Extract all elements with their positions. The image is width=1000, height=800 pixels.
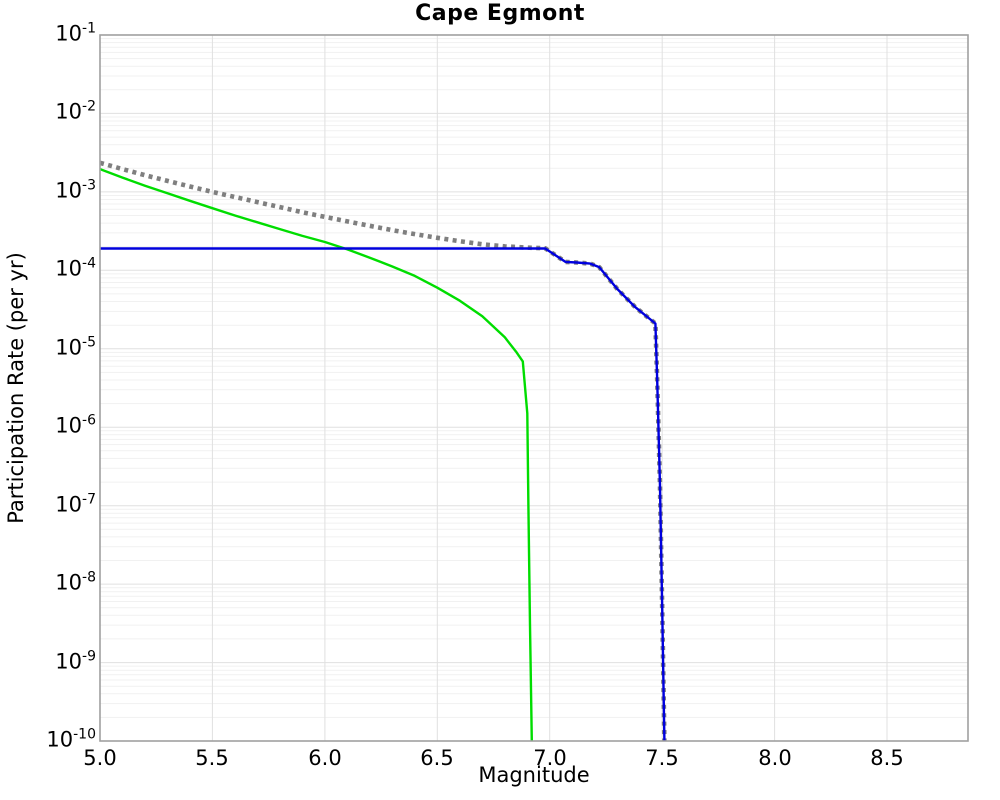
green-solid-curve — [100, 167, 533, 742]
x-tick-label: 6.0 — [308, 746, 342, 770]
blue-solid-curve — [100, 247, 666, 742]
y-tick-label: 10-3 — [55, 177, 96, 203]
gray-dotted-curve — [100, 160, 667, 742]
y-tick-label: 10-9 — [55, 648, 96, 674]
y-tick-label: 10-7 — [55, 491, 96, 517]
y-tick-label: 10-6 — [55, 412, 96, 438]
y-axis-label: Participation Rate (per yr) — [4, 252, 28, 524]
x-tick-label: 8.5 — [870, 746, 904, 770]
x-tick-label: 5.0 — [83, 746, 117, 770]
x-tick-label: 8.0 — [758, 746, 792, 770]
x-tick-label: 7.5 — [645, 746, 679, 770]
y-tick-label: 10-5 — [55, 334, 96, 360]
y-tick-label: 10-2 — [55, 98, 96, 124]
y-tick-label: 10-1 — [55, 20, 96, 46]
x-tick-label: 7.0 — [533, 746, 567, 770]
y-tick-label: 10-4 — [55, 255, 96, 281]
x-tick-label: 5.5 — [195, 746, 229, 770]
x-axis-label: Magnitude — [478, 763, 590, 787]
y-tick-label: 10-10 — [46, 726, 96, 752]
y-tick-label: 10-8 — [55, 569, 96, 595]
x-tick-label: 6.5 — [420, 746, 454, 770]
chart-title: Cape Egmont — [415, 1, 585, 26]
